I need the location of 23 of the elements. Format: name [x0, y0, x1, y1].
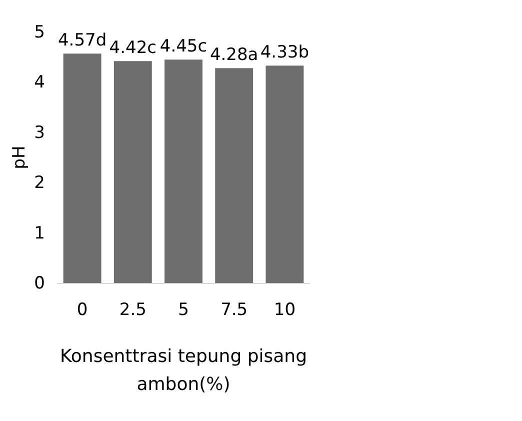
bar — [266, 66, 304, 283]
x-tick-label: 0 — [76, 300, 88, 320]
data-label: 4.33b — [260, 42, 310, 63]
y-tick-label: 3 — [34, 122, 45, 143]
x-tick-label: 2.5 — [119, 300, 146, 320]
x-axis-title: Konsenttrasi tepung pisang ambon(%) — [60, 346, 308, 395]
bar — [114, 61, 152, 283]
y-tick-label: 5 — [34, 22, 45, 42]
bar — [63, 54, 102, 283]
y-tick-label: 2 — [34, 173, 45, 194]
y-tick-label: 1 — [34, 223, 45, 244]
x-tick-label: 7.5 — [220, 300, 248, 320]
data-label: 4.28a — [210, 45, 258, 66]
x-tick-label: 5 — [178, 300, 189, 320]
x-tick-label: 10 — [274, 300, 296, 320]
y-axis-title: pH — [10, 146, 30, 170]
data-label: 4.42c — [109, 38, 156, 58]
bar — [215, 68, 254, 283]
data-label: 4.57d — [58, 30, 107, 51]
y-tick-label: 4 — [34, 72, 45, 93]
y-tick-label: 0 — [34, 273, 45, 294]
data-label: 4.45c — [160, 36, 208, 57]
bar — [164, 60, 202, 283]
